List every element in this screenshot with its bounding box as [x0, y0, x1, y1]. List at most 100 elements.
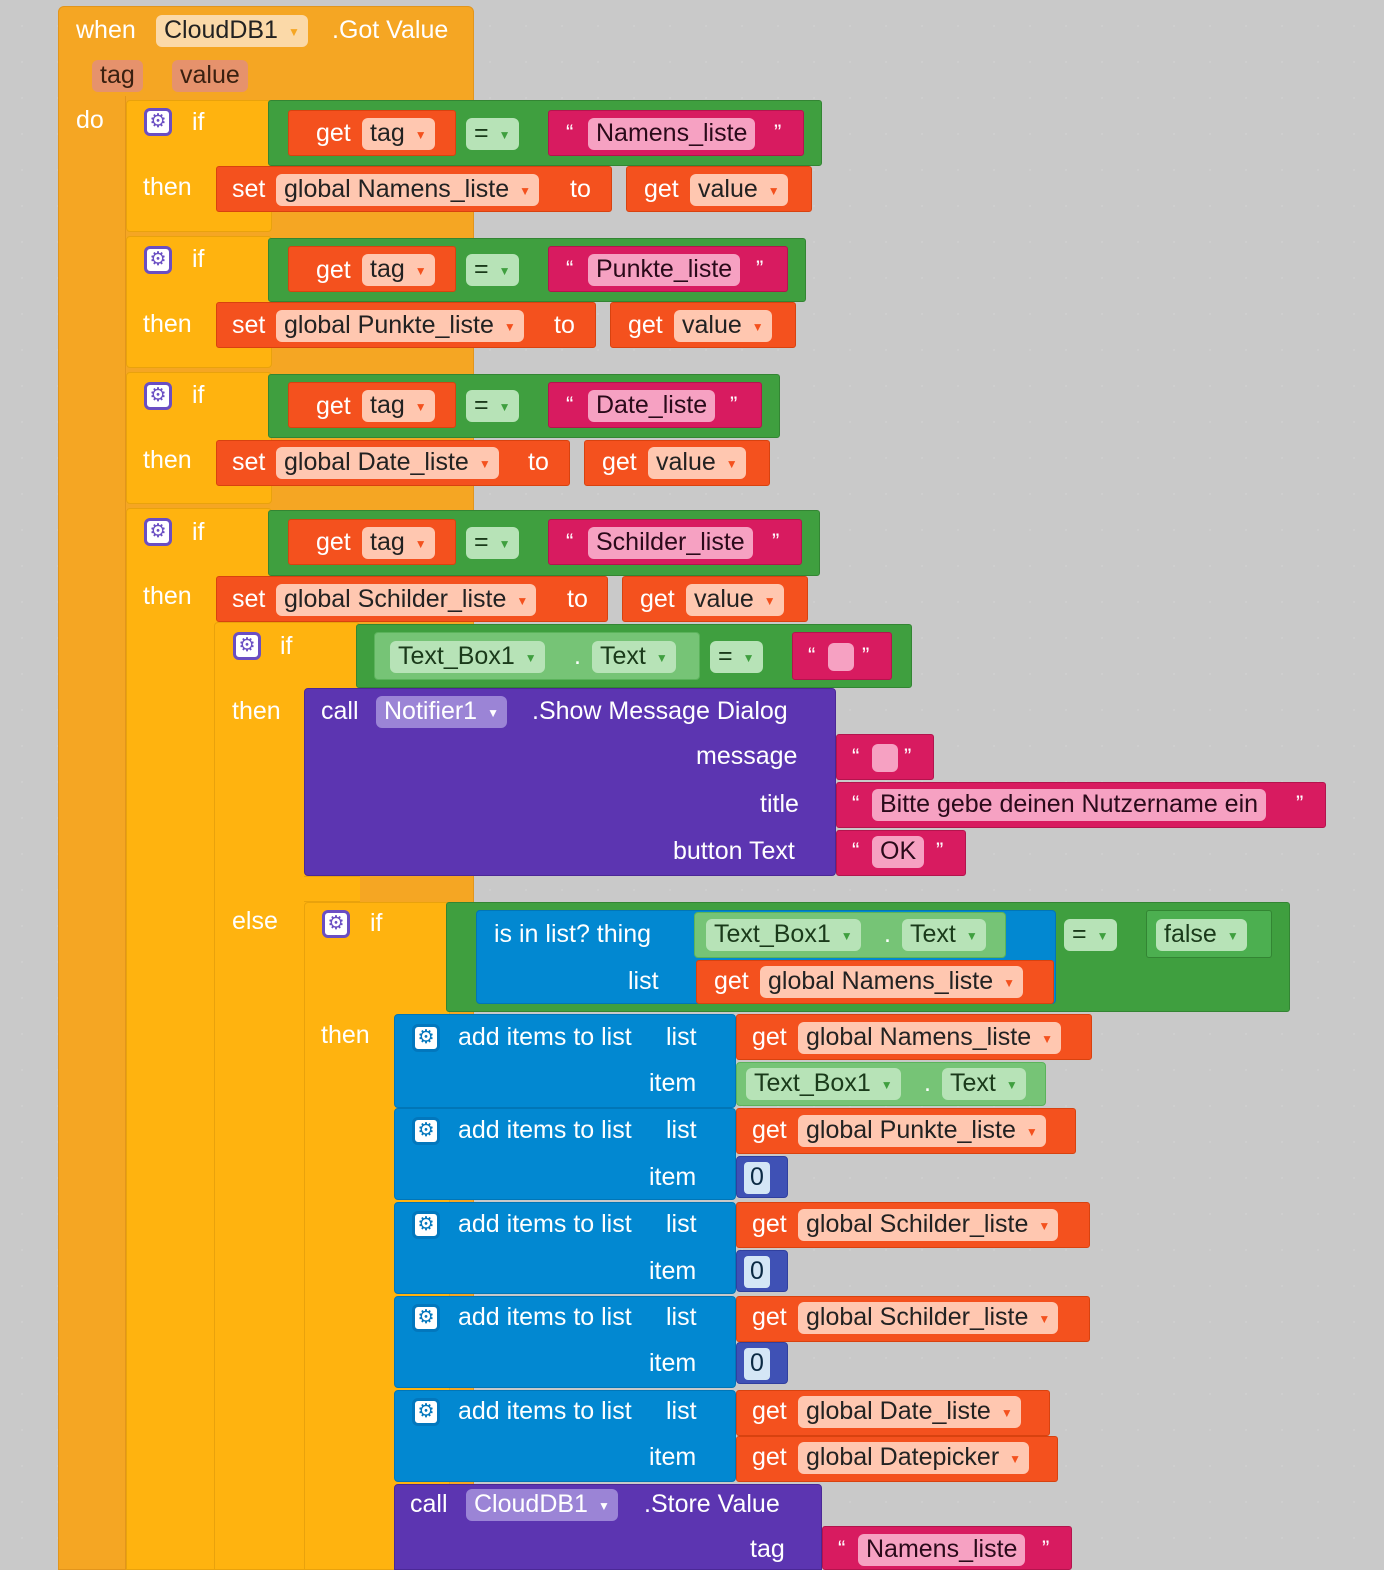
- add-items-block-1[interactable]: [394, 1014, 736, 1108]
- get-variable-dropdown[interactable]: global Schilder_liste ▼: [798, 1302, 1059, 1334]
- if-label: if: [280, 632, 293, 660]
- get-label: get: [714, 967, 749, 995]
- message-label: message: [696, 742, 798, 770]
- param-tag[interactable]: tag: [92, 60, 143, 92]
- set-variable-dropdown[interactable]: global Date_liste ▼: [276, 447, 499, 479]
- mutator-gear-icon[interactable]: ⚙: [412, 1304, 440, 1332]
- tag-label: tag: [750, 1535, 785, 1563]
- get-variable-dropdown[interactable]: global Date_liste ▼: [798, 1396, 1021, 1428]
- else-gap: [304, 876, 360, 902]
- get-value-dropdown[interactable]: value ▼: [686, 584, 784, 616]
- get-variable-dropdown[interactable]: global Namens_liste ▼: [798, 1022, 1062, 1054]
- equals-operator-dropdown[interactable]: = ▼: [710, 641, 763, 673]
- param-value[interactable]: value: [172, 60, 248, 92]
- textbox-component-dropdown[interactable]: Text_Box1 ▼: [706, 919, 861, 951]
- empty-text-value[interactable]: [828, 643, 854, 671]
- then-label: then: [232, 697, 281, 725]
- equals-operator-dropdown[interactable]: = ▼: [466, 254, 519, 286]
- get-variable-dropdown[interactable]: global Schilder_liste ▼: [798, 1209, 1059, 1241]
- textbox-component-dropdown[interactable]: Text_Box1 ▼: [746, 1068, 901, 1100]
- title-text-value[interactable]: Bitte gebe deinen Nutzername ein: [872, 789, 1267, 821]
- event-do-spine: [58, 96, 126, 1570]
- equals-operator-dropdown[interactable]: = ▼: [466, 118, 519, 150]
- add-items-block-4[interactable]: [394, 1296, 736, 1388]
- event-component-dropdown[interactable]: CloudDB1 ▼: [156, 15, 308, 47]
- text-value[interactable]: Date_liste: [588, 390, 716, 422]
- add-items-label: add items to list: [458, 1303, 632, 1331]
- clouddb-component-dropdown[interactable]: CloudDB1 ▼: [466, 1489, 618, 1521]
- if-label: if: [192, 381, 205, 409]
- equals-operator-dropdown[interactable]: = ▼: [466, 390, 519, 422]
- open-quote: “: [852, 744, 860, 769]
- then-label: then: [321, 1021, 370, 1049]
- add-items-block-5[interactable]: [394, 1390, 736, 1482]
- mutator-gear-icon[interactable]: ⚙: [322, 910, 350, 938]
- to-label: to: [570, 175, 591, 203]
- close-quote: ”: [774, 120, 782, 145]
- to-label: to: [554, 311, 575, 339]
- textbox-property-dropdown[interactable]: Text ▼: [902, 919, 986, 951]
- equals-operator-dropdown[interactable]: = ▼: [466, 527, 519, 559]
- mutator-gear-icon[interactable]: ⚙: [144, 518, 172, 546]
- get-tag-dropdown[interactable]: tag ▼: [362, 254, 435, 286]
- button-text-value[interactable]: OK: [872, 836, 925, 868]
- number-value[interactable]: 0: [744, 1256, 770, 1288]
- get-label: get: [602, 448, 637, 476]
- add-items-block-3[interactable]: [394, 1202, 736, 1294]
- get-variable-dropdown[interactable]: global Punkte_liste ▼: [798, 1115, 1046, 1147]
- get-variable-dropdown[interactable]: global Datepicker ▼: [798, 1442, 1030, 1474]
- false-dropdown[interactable]: false ▼: [1156, 919, 1247, 951]
- mutator-gear-icon[interactable]: ⚙: [144, 246, 172, 274]
- open-quote: “: [566, 120, 574, 145]
- set-label: set: [232, 311, 266, 339]
- button-text-label: button Text: [673, 837, 795, 865]
- mutator-gear-icon[interactable]: ⚙: [144, 382, 172, 410]
- add-items-block-2[interactable]: [394, 1108, 736, 1200]
- get-value-dropdown[interactable]: value ▼: [690, 174, 788, 206]
- mutator-gear-icon[interactable]: ⚙: [412, 1398, 440, 1426]
- set-variable-dropdown[interactable]: global Namens_liste ▼: [276, 174, 540, 206]
- dot-separator: .: [574, 642, 581, 670]
- set-variable-dropdown[interactable]: global Schilder_liste ▼: [276, 584, 537, 616]
- get-label: get: [752, 1116, 787, 1144]
- store-tag-value[interactable]: Namens_liste: [858, 1534, 1026, 1566]
- number-value[interactable]: 0: [744, 1348, 770, 1380]
- close-quote: ”: [756, 256, 764, 281]
- number-value[interactable]: 0: [744, 1162, 770, 1194]
- text-value[interactable]: Punkte_liste: [588, 254, 741, 286]
- mutator-gear-icon[interactable]: ⚙: [233, 632, 261, 660]
- mutator-gear-icon[interactable]: ⚙: [412, 1117, 440, 1145]
- open-quote: “: [566, 392, 574, 417]
- get-variable-dropdown[interactable]: global Namens_liste ▼: [760, 966, 1024, 998]
- close-quote: ”: [1296, 791, 1304, 816]
- get-tag-dropdown[interactable]: tag ▼: [362, 118, 435, 150]
- get-value-dropdown[interactable]: value ▼: [674, 310, 772, 342]
- mutator-gear-icon[interactable]: ⚙: [412, 1211, 440, 1239]
- store-method-label: .Store Value: [644, 1490, 780, 1518]
- textbox-component-dropdown[interactable]: Text_Box1 ▼: [390, 641, 545, 673]
- textbox-property-dropdown[interactable]: Text ▼: [592, 641, 676, 673]
- mutator-gear-icon[interactable]: ⚙: [412, 1024, 440, 1052]
- text-value[interactable]: Schilder_liste: [588, 527, 753, 559]
- then-label: then: [143, 310, 192, 338]
- notifier-component-dropdown[interactable]: Notifier1 ▼: [376, 696, 507, 728]
- get-tag-dropdown[interactable]: tag ▼: [362, 390, 435, 422]
- list-label: list: [666, 1210, 697, 1238]
- text-value[interactable]: Namens_liste: [588, 118, 756, 150]
- then-label: then: [143, 582, 192, 610]
- to-label: to: [567, 585, 588, 613]
- get-label: get: [316, 392, 351, 420]
- if-label: if: [370, 909, 383, 937]
- set-variable-dropdown[interactable]: global Punkte_liste ▼: [276, 310, 524, 342]
- mutator-gear-icon[interactable]: ⚙: [144, 108, 172, 136]
- set-label: set: [232, 585, 266, 613]
- get-label: get: [640, 585, 675, 613]
- message-text-value[interactable]: [872, 744, 898, 772]
- close-quote: ”: [1042, 1536, 1050, 1561]
- equals-operator-dropdown[interactable]: = ▼: [1064, 919, 1117, 951]
- textbox-property-dropdown[interactable]: Text ▼: [942, 1068, 1026, 1100]
- get-tag-dropdown[interactable]: tag ▼: [362, 527, 435, 559]
- close-quote: ”: [862, 643, 870, 668]
- get-label: get: [752, 1397, 787, 1425]
- get-value-dropdown[interactable]: value ▼: [648, 447, 746, 479]
